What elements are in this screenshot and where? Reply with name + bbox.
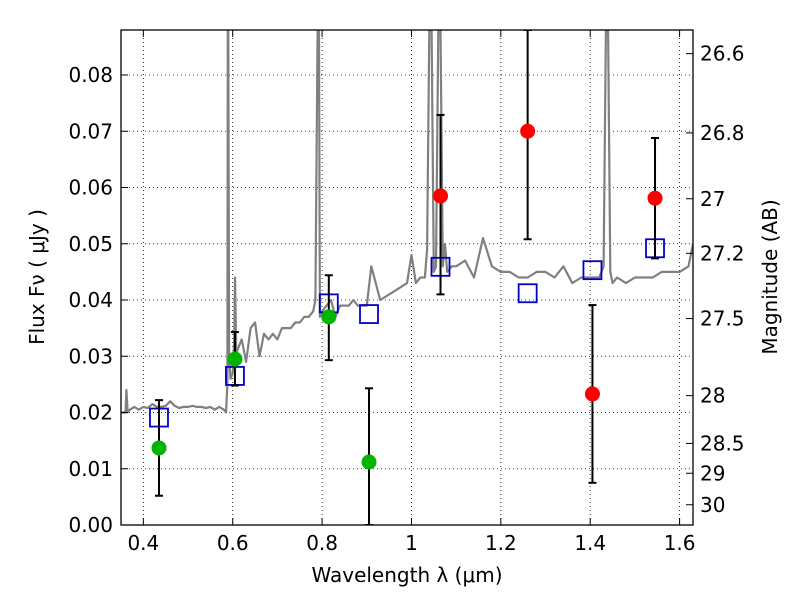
right-tick-label: 27.5 [700,307,745,331]
red-point [433,188,449,204]
y-tick-label: 0.04 [68,288,113,312]
ticks: 0.4 0.6 0.8 1 1.2 1.4 1.6 0.00 0.01 0.02 0.03 0.04 0… [68,30,745,555]
y-tick-label: 0.01 [68,457,113,481]
red-point [584,386,600,402]
plot-frame [120,29,694,526]
detection-point [321,309,337,325]
x-axis-label: Wavelength λ (μm) [311,563,502,587]
y-tick-label: 0.07 [68,119,113,143]
right-tick-label: 28 [700,384,725,408]
model-square-marker [359,304,379,324]
y-tick-label: 0.08 [68,63,113,87]
y-tick-label: 0.00 [68,513,113,537]
y-tick-label: 0.03 [68,344,113,368]
plot-area [121,30,693,525]
right-tick-label: 26.8 [700,121,745,145]
y-tick-label: 0.06 [68,176,113,200]
right-tick-label: 27 [700,187,725,211]
model-square-marker [517,283,538,304]
model-square-marker [582,260,603,281]
x-tick-label: 1.2 [485,531,517,555]
x-tick-label: 1 [405,531,418,555]
right-tick-label: 26.6 [700,42,745,66]
detection-point [227,351,243,367]
spectrum-line [121,30,693,414]
y-axis-label-right: Magnitude (AB) [758,199,782,354]
x-tick-label: 0.4 [127,531,159,555]
red-point [647,190,663,206]
x-tick-label: 0.8 [306,531,338,555]
right-tick-label: 30 [700,493,725,517]
right-tick-label: 27.2 [700,241,745,265]
y-axis-label: Flux Fν ( μJy ) [25,209,49,345]
detection-point [151,440,167,456]
right-tick-label: 28.5 [700,431,745,455]
red-point [520,123,536,139]
y-tick-label: 0.05 [68,232,113,256]
detection-point [361,454,377,470]
right-tick-label: 29 [700,461,725,485]
x-tick-label: 1.4 [574,531,606,555]
y-tick-label: 0.02 [68,401,113,425]
x-tick-label: 1.6 [664,531,696,555]
x-tick-label: 0.6 [217,531,249,555]
